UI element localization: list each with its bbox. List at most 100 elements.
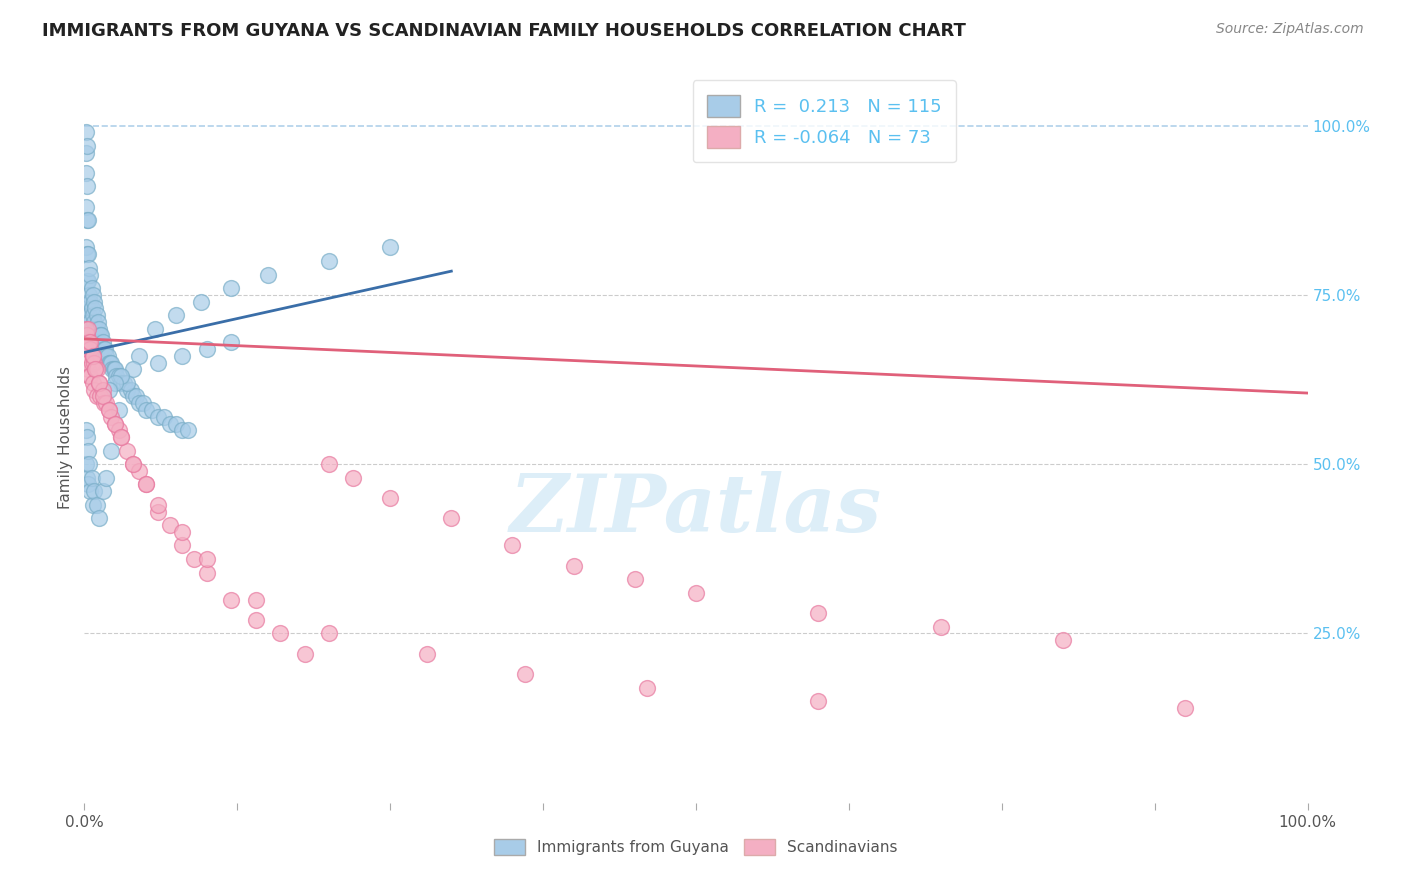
Point [93, 342, 115, 356]
Point [135, 477, 157, 491]
Point [77, 369, 100, 384]
Point [97, 403, 120, 417]
Point [195, 342, 218, 356]
Point [107, 403, 129, 417]
Point [77, 443, 100, 458]
Point [89, 342, 111, 356]
Point [77, 322, 100, 336]
Point [122, 457, 145, 471]
Point [91, 389, 114, 403]
Point [146, 409, 169, 424]
Point [219, 335, 242, 350]
Point [159, 417, 181, 431]
Point [76, 322, 98, 336]
Point [76, 430, 98, 444]
Point [93, 396, 115, 410]
Point [115, 383, 138, 397]
Text: Source: ZipAtlas.com: Source: ZipAtlas.com [1216, 22, 1364, 37]
Point [110, 430, 132, 444]
Point [84, 362, 107, 376]
Point [77, 308, 100, 322]
Point [90, 349, 112, 363]
Point [80, 301, 103, 316]
Point [112, 376, 135, 390]
Point [146, 498, 169, 512]
Point [132, 396, 155, 410]
Point [190, 294, 212, 309]
Point [97, 349, 120, 363]
Point [80, 471, 103, 485]
Point [77, 477, 100, 491]
Point [143, 322, 166, 336]
Point [77, 247, 100, 261]
Point [97, 355, 120, 369]
Point [90, 328, 112, 343]
Point [87, 335, 110, 350]
Point [122, 362, 145, 376]
Point [100, 355, 122, 369]
Point [318, 626, 340, 640]
Point [257, 268, 280, 282]
Point [79, 315, 101, 329]
Point [89, 389, 111, 403]
Point [91, 484, 114, 499]
Point [77, 457, 100, 471]
Point [195, 552, 218, 566]
Point [80, 355, 103, 369]
Point [86, 362, 108, 376]
Point [104, 417, 127, 431]
Point [87, 335, 110, 350]
Point [79, 294, 101, 309]
Point [77, 288, 100, 302]
Point [96, 349, 118, 363]
Point [165, 417, 187, 431]
Point [101, 362, 124, 376]
Point [125, 389, 148, 403]
Point [75, 322, 97, 336]
Point [128, 464, 150, 478]
Point [82, 349, 104, 363]
Point [82, 349, 104, 363]
Point [77, 335, 100, 350]
Point [146, 355, 169, 369]
Point [91, 335, 114, 350]
Point [76, 247, 98, 261]
Point [159, 518, 181, 533]
Point [128, 396, 150, 410]
Point [104, 362, 127, 376]
Point [807, 606, 830, 620]
Point [104, 376, 127, 390]
Point [172, 524, 194, 539]
Point [122, 389, 145, 403]
Point [245, 592, 267, 607]
Point [75, 342, 97, 356]
Point [82, 498, 104, 512]
Point [82, 328, 104, 343]
Point [75, 125, 97, 139]
Point [76, 213, 98, 227]
Point [96, 396, 118, 410]
Point [75, 457, 97, 471]
Text: IMMIGRANTS FROM GUYANA VS SCANDINAVIAN FAMILY HOUSEHOLDS CORRELATION CHART: IMMIGRANTS FROM GUYANA VS SCANDINAVIAN F… [42, 22, 966, 40]
Point [87, 376, 110, 390]
Point [153, 409, 176, 424]
Point [79, 369, 101, 384]
Point [146, 505, 169, 519]
Point [107, 369, 129, 384]
Point [82, 288, 104, 302]
Point [91, 389, 114, 403]
Point [91, 349, 114, 363]
Point [77, 294, 100, 309]
Point [77, 362, 100, 376]
Point [77, 274, 100, 288]
Point [80, 281, 103, 295]
Point [100, 409, 122, 424]
Point [84, 342, 107, 356]
Point [83, 355, 105, 369]
Point [79, 342, 101, 356]
Point [110, 430, 132, 444]
Point [172, 538, 194, 552]
Point [105, 369, 128, 384]
Point [165, 308, 187, 322]
Text: ZIPatlas: ZIPatlas [510, 472, 882, 549]
